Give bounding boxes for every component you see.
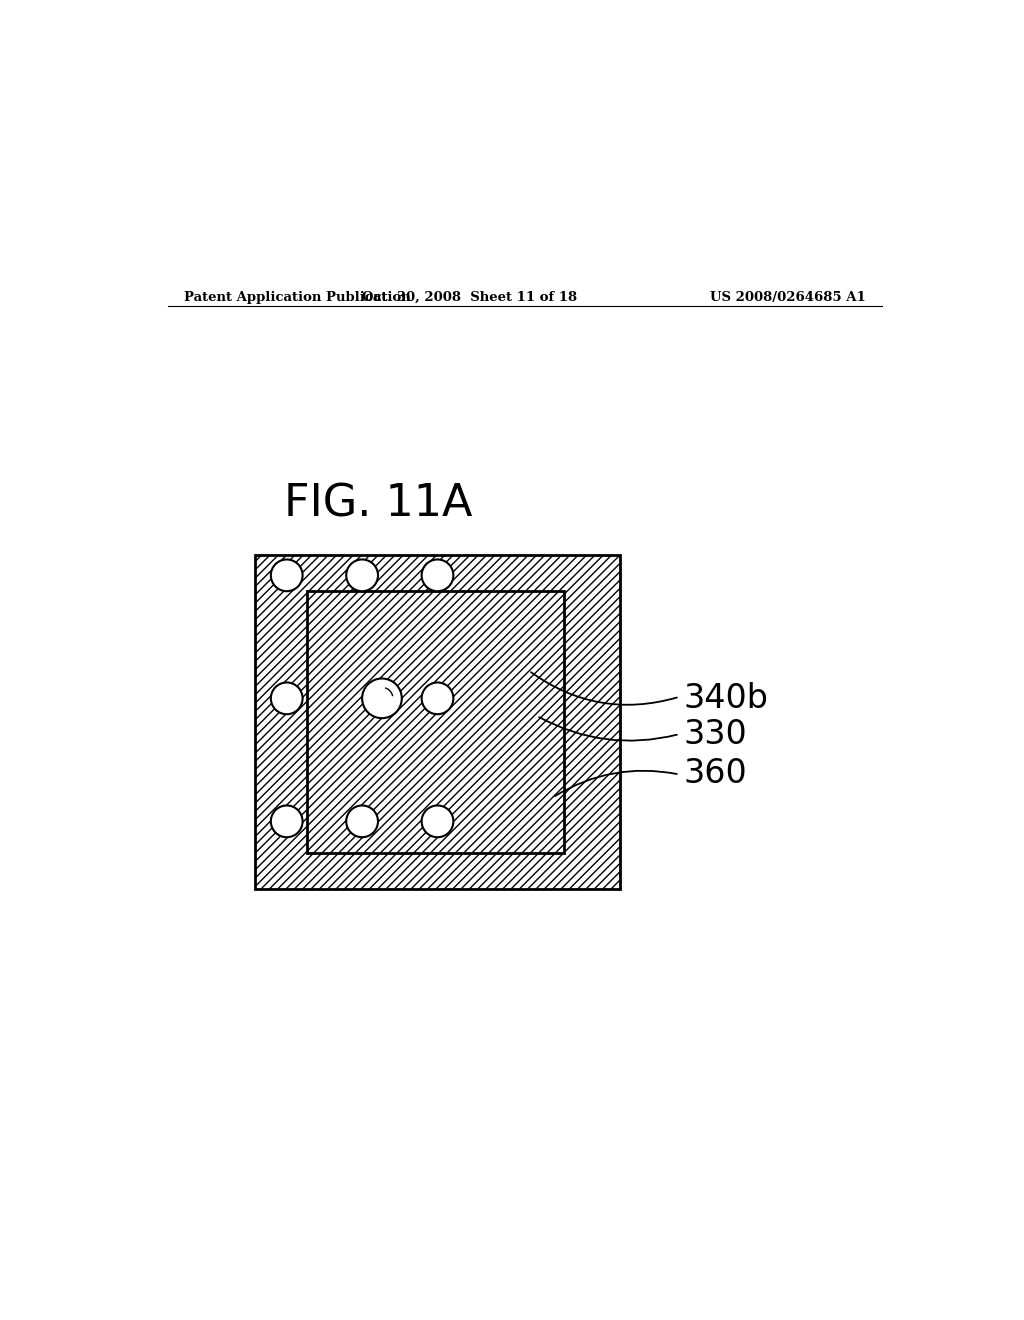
Text: 330: 330	[684, 718, 748, 751]
Circle shape	[346, 560, 378, 591]
Circle shape	[422, 805, 454, 837]
Circle shape	[422, 560, 454, 591]
Text: FIG. 11A: FIG. 11A	[284, 482, 472, 525]
Circle shape	[270, 682, 303, 714]
Text: US 2008/0264685 A1: US 2008/0264685 A1	[711, 292, 866, 304]
Text: 360: 360	[684, 758, 748, 791]
Text: Oct. 30, 2008  Sheet 11 of 18: Oct. 30, 2008 Sheet 11 of 18	[361, 292, 577, 304]
Circle shape	[270, 805, 303, 837]
Circle shape	[362, 678, 401, 718]
Circle shape	[270, 560, 303, 591]
Bar	[306, 591, 564, 853]
Circle shape	[346, 805, 378, 837]
Bar	[255, 556, 620, 888]
Text: Patent Application Publication: Patent Application Publication	[183, 292, 411, 304]
Text: 340b: 340b	[684, 682, 769, 715]
Circle shape	[422, 682, 454, 714]
